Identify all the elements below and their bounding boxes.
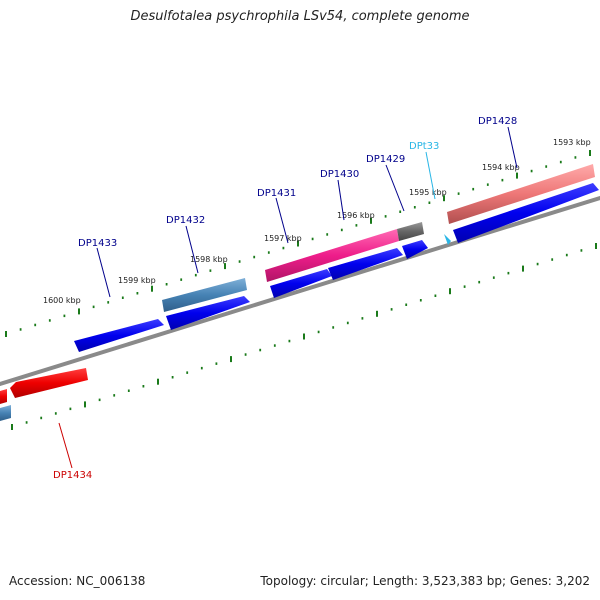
gene-arrow[interactable] (166, 296, 250, 330)
gene-label[interactable]: DPt33 (409, 141, 439, 152)
gene-bar[interactable] (397, 222, 424, 241)
scale-label: 1598 kbp (190, 255, 228, 264)
upper-scale-ticks (5, 150, 591, 337)
gene-bar[interactable] (0, 389, 7, 404)
scale-label: 1599 kbp (118, 276, 156, 285)
scale-label: 1593 kbp (553, 138, 591, 147)
gene-label[interactable]: DP1428 (478, 116, 517, 127)
leader-line (275, 197, 289, 244)
leader-line (96, 247, 111, 298)
scale-label: 1595 kbp (409, 188, 447, 197)
gene-label[interactable]: DP1429 (366, 154, 405, 165)
trna-arrow[interactable] (444, 234, 451, 245)
label-leaders (58, 126, 518, 469)
gene-arrow[interactable] (74, 319, 164, 352)
gene-bar[interactable] (447, 164, 595, 224)
gene-label[interactable]: DP1432 (166, 215, 205, 226)
scale-label: 1594 kbp (482, 163, 520, 172)
gene-bar[interactable] (162, 278, 247, 312)
gene-bar[interactable] (265, 229, 399, 282)
lower-scale-ticks (11, 243, 597, 430)
gene-arrow[interactable] (453, 183, 599, 243)
gene-label[interactable]: DP1434 (53, 470, 92, 481)
map-title: Desulfotalea psychrophila LSv54, complet… (130, 9, 470, 24)
gene-label[interactable]: DP1430 (320, 169, 359, 180)
gene-bar[interactable] (0, 405, 11, 421)
scale-label: 1596 kbp (337, 211, 375, 220)
scale-labels: 1600 kbp 1599 kbp 1598 kbp 1597 kbp 1596… (43, 138, 591, 305)
leader-line (425, 151, 436, 200)
gene-label[interactable]: DP1433 (78, 238, 117, 249)
genome-backbone (0, 196, 600, 386)
reverse-strand-genes (0, 368, 88, 421)
scale-label: 1597 kbp (264, 234, 302, 243)
accession-text: Accession: NC_006138 (9, 574, 146, 588)
gene-arrow[interactable] (402, 240, 428, 259)
leader-line (58, 422, 73, 469)
scale-label: 1600 kbp (43, 296, 81, 305)
leader-line (337, 179, 345, 221)
leader-line (385, 164, 405, 212)
upper-track-features (162, 164, 595, 312)
gene-labels: DP1428 DPt33 DP1429 DP1430 DP1431 DP1432… (53, 116, 517, 481)
gene-arrow[interactable] (328, 248, 403, 280)
gene-label[interactable]: DP1431 (257, 188, 296, 199)
genome-summary-text: Topology: circular; Length: 3,523,383 bp… (260, 574, 590, 588)
gene-arrow[interactable] (10, 368, 88, 398)
gene-arrow[interactable] (270, 269, 332, 298)
leader-line (507, 126, 518, 169)
forward-strand-genes (74, 183, 599, 352)
leader-line (185, 225, 199, 274)
